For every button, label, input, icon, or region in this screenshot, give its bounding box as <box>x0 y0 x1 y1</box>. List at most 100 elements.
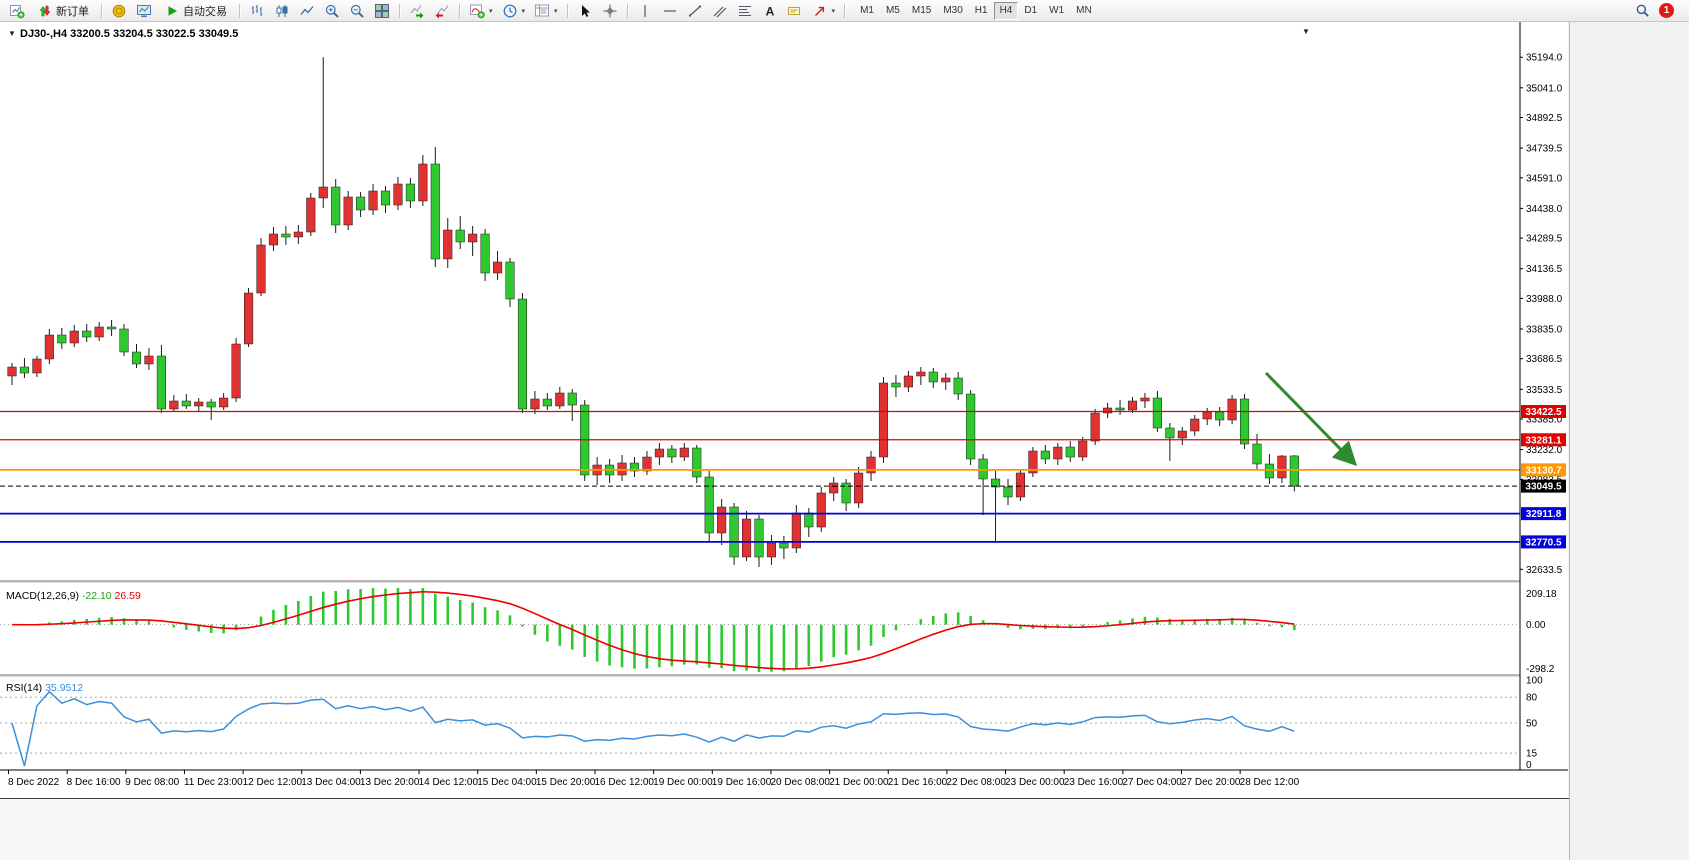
zoom-out-button[interactable] <box>345 1 369 21</box>
svg-text:35194.0: 35194.0 <box>1526 53 1563 64</box>
arrows-icon <box>814 6 824 16</box>
chart-shift-button[interactable] <box>430 1 454 21</box>
panel-divider[interactable] <box>0 674 1568 677</box>
svg-text:8 Dec 2022: 8 Dec 2022 <box>8 777 60 788</box>
equidistant-channel-icon <box>713 6 726 17</box>
panel-divider[interactable] <box>0 580 1568 583</box>
trend-arrow-annotation[interactable] <box>1264 371 1358 467</box>
svg-text:33686.5: 33686.5 <box>1526 354 1563 365</box>
text-tool-button[interactable]: A <box>758 1 782 21</box>
svg-text:34136.5: 34136.5 <box>1526 264 1563 275</box>
svg-text:33281.1: 33281.1 <box>1525 435 1562 446</box>
timeframe-button-w1[interactable]: W1 <box>1043 2 1070 20</box>
trendline-tool-button[interactable] <box>683 1 707 21</box>
candlestick-mode-button[interactable] <box>270 1 294 21</box>
auto-scroll-button[interactable] <box>405 1 429 21</box>
arrows-dropdown-button[interactable]: ▾ <box>808 1 840 21</box>
chart-menu-caret[interactable]: ▼ <box>1302 27 1310 36</box>
periods-dropdown-button[interactable]: ▾ <box>498 1 530 21</box>
horizontal-line-tool-button[interactable] <box>658 1 682 21</box>
rsi-axis: 100 80 50 150 <box>1526 676 1543 772</box>
svg-text:0.00: 0.00 <box>1526 620 1546 631</box>
dropdown-caret: ▾ <box>831 7 836 15</box>
text-label-icon <box>787 6 800 15</box>
price-badge-32770.5 <box>1521 535 1566 549</box>
svg-text:34892.5: 34892.5 <box>1526 113 1563 124</box>
search-button[interactable] <box>1631 1 1654 21</box>
search-icon <box>1636 4 1649 17</box>
text-label-tool-button[interactable] <box>783 1 807 21</box>
timeframe-button-m30[interactable]: M30 <box>937 2 968 20</box>
channel-tool-button[interactable] <box>708 1 732 21</box>
svg-text:34591.0: 34591.0 <box>1526 173 1563 184</box>
timeframe-button-m15[interactable]: M15 <box>906 2 937 20</box>
new-chart-button[interactable] <box>5 1 29 21</box>
crosshair-tool-button[interactable] <box>598 1 622 21</box>
svg-text:33835.0: 33835.0 <box>1526 325 1563 336</box>
new-chart-icon <box>10 4 25 18</box>
price-badge-33281.1 <box>1521 433 1566 447</box>
new-order-button[interactable]: 新订单 <box>30 1 96 21</box>
tile-windows-button[interactable] <box>370 1 394 21</box>
new-order-icon <box>39 5 51 16</box>
svg-text:15 Dec 20:00: 15 Dec 20:00 <box>536 777 596 788</box>
svg-text:33988.0: 33988.0 <box>1526 294 1563 305</box>
svg-text:21 Dec 16:00: 21 Dec 16:00 <box>888 777 948 788</box>
tile-windows-icon <box>375 3 389 18</box>
svg-text:33385.0: 33385.0 <box>1526 415 1563 426</box>
rsi-line <box>11 690 1295 767</box>
svg-text:22 Dec 08:00: 22 Dec 08:00 <box>946 777 1006 788</box>
horizontal-price-lines <box>0 410 1520 543</box>
indicators-dropdown-button[interactable]: ▾ <box>465 1 497 21</box>
timeframe-button-m1[interactable]: M1 <box>854 2 880 20</box>
main-toolbar: 新订单 自动交易 <box>0 0 1689 22</box>
quotes-icon <box>112 4 126 17</box>
timeframe-button-d1[interactable]: D1 <box>1018 2 1043 20</box>
chart-shift-icon <box>435 4 449 18</box>
svg-text:34438.0: 34438.0 <box>1526 204 1563 215</box>
dropdown-caret: ▾ <box>554 7 558 15</box>
time-axis: 8 Dec 2022 8 Dec 16:00 9 Dec 08:00 11 Dec 2… <box>8 770 1300 788</box>
price-line-badges: 33422.5 33281.1 33130.7 33049.5 32911.8 32770… <box>1521 405 1566 549</box>
timeframe-button-h4[interactable]: H4 <box>993 1 1019 20</box>
notification-badge[interactable]: 1 <box>1659 3 1674 18</box>
toolbar-separator <box>239 3 240 18</box>
fibonacci-tool-button[interactable] <box>733 1 757 21</box>
quotes-button[interactable] <box>107 1 131 21</box>
svg-text:209.18: 209.18 <box>1526 589 1557 600</box>
svg-text:33232.0: 33232.0 <box>1526 445 1563 456</box>
templates-dropdown-button[interactable]: ▾ <box>530 1 562 21</box>
vertical-line-tool-button[interactable] <box>633 1 657 21</box>
svg-text:33049.5: 33049.5 <box>1525 482 1562 493</box>
price-axis: 35194.0 35041.0 34892.5 34739.5 34591.0 34438… <box>1520 53 1563 576</box>
bottom-empty-area <box>0 798 1569 860</box>
price-badge-32911.8 <box>1521 507 1566 521</box>
line-chart-mode-button[interactable] <box>295 1 319 21</box>
svg-text:23 Dec 16:00: 23 Dec 16:00 <box>1064 777 1124 788</box>
bar-chart-icon <box>251 4 263 16</box>
navigator-icon <box>137 4 151 17</box>
chart-window: 35194.0 35041.0 34892.5 34739.5 34591.0 34438… <box>0 22 1568 798</box>
cursor-tool-button[interactable] <box>573 1 597 21</box>
auto-trading-play-icon <box>168 5 177 16</box>
macd-axis: 209.18 0.00 -298.2 <box>1526 589 1557 675</box>
timeframe-button-mn[interactable]: MN <box>1070 2 1098 20</box>
zoom-in-button[interactable] <box>320 1 344 21</box>
new-order-label: 新订单 <box>56 5 89 18</box>
timeframe-button-m5[interactable]: M5 <box>880 2 906 20</box>
timeframe-button-h1[interactable]: H1 <box>969 2 994 20</box>
svg-text:15 Dec 04:00: 15 Dec 04:00 <box>477 777 537 788</box>
navigator-button[interactable] <box>132 1 156 21</box>
svg-text:35041.0: 35041.0 <box>1526 83 1563 94</box>
auto-trading-button[interactable]: 自动交易 <box>157 1 234 21</box>
svg-text:32770.5: 32770.5 <box>1525 537 1562 548</box>
svg-text:13 Dec 04:00: 13 Dec 04:00 <box>301 777 361 788</box>
macd-label: MACD(12,26,9) -22.10 26.59 <box>6 590 141 602</box>
one-click-trading-caret[interactable]: ▼ <box>8 29 16 38</box>
svg-text:14 Dec 12:00: 14 Dec 12:00 <box>419 777 479 788</box>
toolbar-separator <box>844 3 846 18</box>
cursor-icon <box>581 4 590 17</box>
indicators-icon <box>470 4 485 18</box>
bar-chart-mode-button[interactable] <box>245 1 269 21</box>
svg-text:8 Dec 16:00: 8 Dec 16:00 <box>67 777 121 788</box>
